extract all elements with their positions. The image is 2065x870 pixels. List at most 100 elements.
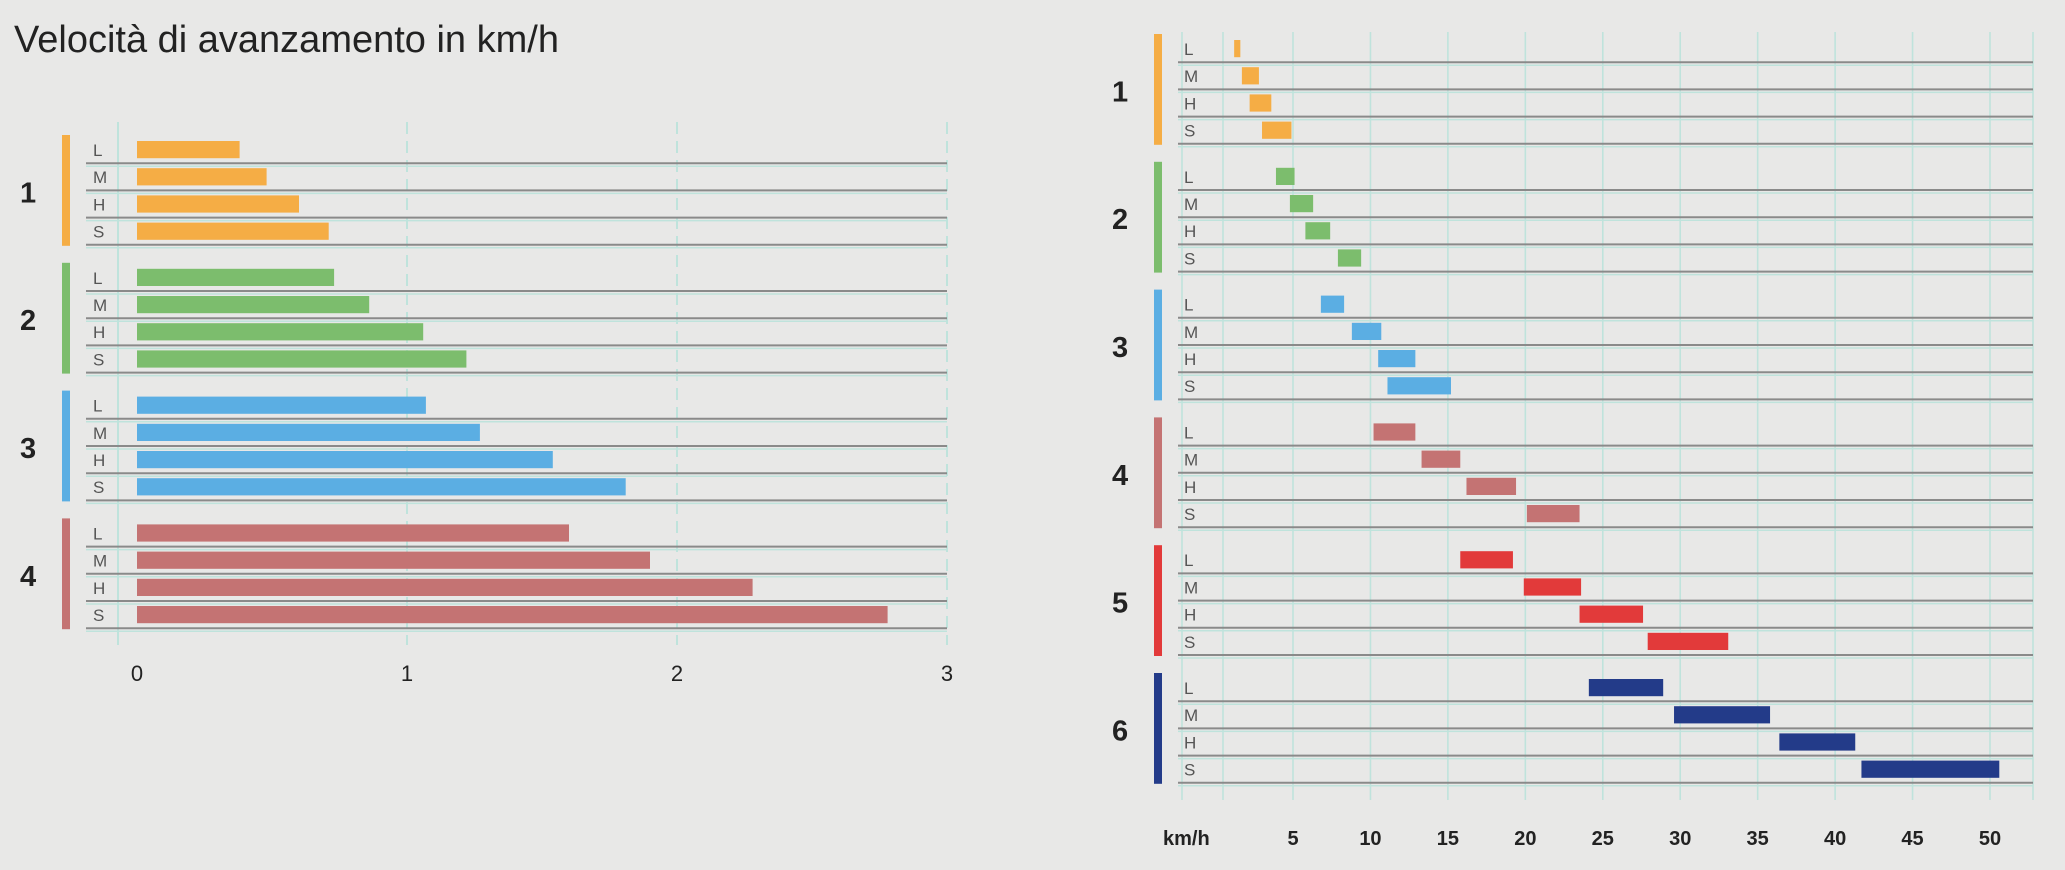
range-bar-5-H	[1579, 605, 1644, 623]
bar-2-L	[137, 268, 335, 286]
x-tick-label: 25	[1592, 828, 1614, 850]
x-tick-label: 3	[941, 661, 953, 686]
mode-label: L	[1184, 296, 1193, 315]
group-bracket	[1154, 673, 1162, 784]
x-tick-label: 0	[131, 661, 143, 686]
mode-label: S	[1184, 122, 1195, 141]
range-bar-6-H	[1779, 733, 1856, 751]
x-tick-label: 15	[1437, 828, 1459, 850]
mode-label: L	[1184, 551, 1193, 570]
mode-label: M	[93, 168, 107, 187]
range-bar-6-L	[1588, 679, 1664, 697]
mode-label: H	[1184, 350, 1196, 369]
mode-label: S	[93, 350, 104, 369]
chart-title: Velocità di avanzamento in km/h	[14, 19, 559, 61]
range-bar-5-S	[1647, 632, 1729, 650]
range-bar-1-M	[1241, 67, 1259, 85]
bar-1-H	[137, 195, 299, 213]
range-bar-2-H	[1305, 222, 1331, 240]
range-bar-3-M	[1351, 322, 1382, 340]
mode-label: M	[1184, 195, 1198, 214]
range-bar-3-S	[1387, 377, 1451, 395]
mode-label: M	[1184, 67, 1198, 86]
range-bar-1-S	[1262, 121, 1292, 139]
bar-2-S	[137, 350, 467, 368]
bar-1-S	[137, 222, 329, 240]
x-tick-label: 10	[1359, 828, 1381, 850]
gear-label: 4	[1112, 460, 1128, 492]
mode-label: H	[1184, 478, 1196, 497]
range-bar-4-M	[1421, 450, 1461, 468]
mode-label: S	[1184, 377, 1195, 396]
x-axis-unit-label: km/h	[1163, 828, 1210, 850]
bar-1-M	[137, 168, 267, 186]
group-bracket	[62, 135, 70, 246]
group-bracket	[1154, 161, 1162, 273]
bar-3-M	[137, 423, 480, 441]
range-bar-4-H	[1466, 477, 1517, 495]
group-bracket	[1154, 545, 1162, 656]
mode-label: L	[93, 524, 102, 543]
mode-label: S	[1184, 761, 1195, 780]
range-bar-2-S	[1337, 249, 1362, 267]
gear-label: 3	[1112, 332, 1128, 364]
mode-label: M	[1184, 323, 1198, 342]
group-bracket	[1154, 289, 1162, 401]
mode-label: M	[93, 296, 107, 315]
x-tick-label: 30	[1669, 828, 1691, 850]
mode-label: M	[1184, 578, 1198, 597]
x-tick-label: 5	[1287, 828, 1298, 850]
mode-label: L	[93, 141, 102, 160]
mode-label: H	[1184, 94, 1196, 113]
gear-label: 5	[1112, 588, 1128, 620]
mode-label: S	[1184, 633, 1195, 652]
range-bar-5-M	[1523, 578, 1582, 596]
bar-3-L	[137, 396, 426, 414]
bar-2-M	[137, 296, 370, 314]
x-tick-label: 50	[1979, 828, 2001, 850]
range-bar-5-L	[1460, 551, 1513, 569]
bar-2-H	[137, 323, 424, 341]
mode-label: H	[1184, 606, 1196, 625]
mode-label: S	[93, 223, 104, 242]
gear-label: 1	[1112, 76, 1128, 108]
x-tick-label: 20	[1514, 828, 1536, 850]
x-tick-label: 45	[1901, 828, 1923, 850]
x-tick-label: 1	[401, 661, 413, 686]
mode-label: S	[93, 606, 104, 625]
bar-4-H	[137, 578, 753, 596]
gear-label: 1	[20, 177, 36, 209]
range-bar-3-H	[1378, 350, 1416, 368]
gear-label: 6	[1112, 715, 1128, 747]
gear-label: 3	[20, 433, 36, 465]
bar-1-L	[137, 141, 240, 159]
mode-label: S	[1184, 249, 1195, 268]
range-bar-4-S	[1526, 505, 1580, 523]
mode-label: L	[1184, 40, 1193, 59]
x-tick-label: 35	[1747, 828, 1769, 850]
gear-label: 4	[20, 561, 36, 593]
range-bar-3-L	[1320, 295, 1345, 313]
bar-3-S	[137, 478, 626, 496]
group-bracket	[62, 390, 70, 502]
mode-label: H	[93, 451, 105, 470]
mode-label: H	[93, 579, 105, 598]
range-bar-2-M	[1289, 195, 1314, 213]
bar-3-H	[137, 451, 553, 469]
mode-label: H	[93, 323, 105, 342]
mode-label: L	[1184, 679, 1193, 698]
mode-label: S	[1184, 505, 1195, 524]
group-bracket	[62, 518, 70, 630]
bar-4-S	[137, 606, 888, 624]
mode-label: L	[1184, 168, 1193, 187]
mode-label: H	[1184, 733, 1196, 752]
range-bar-1-L	[1234, 40, 1241, 58]
range-bar-6-S	[1861, 760, 2000, 778]
bar-4-M	[137, 551, 650, 569]
mode-label: L	[93, 397, 102, 416]
range-bar-4-L	[1373, 423, 1416, 441]
bar-4-L	[137, 524, 569, 542]
